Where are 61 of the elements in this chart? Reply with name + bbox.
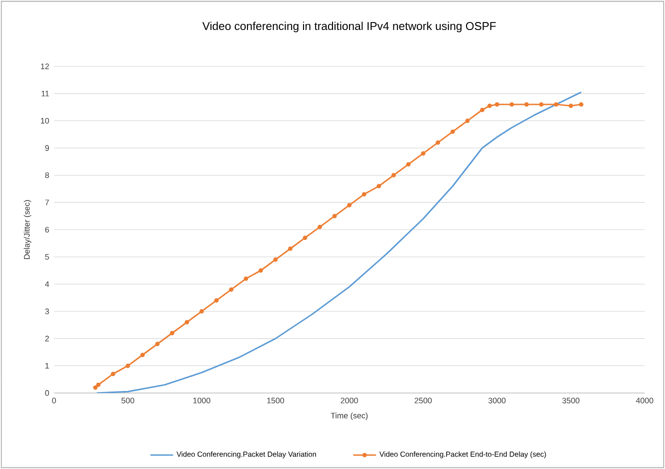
y-axis-title: Delay/Jitter (sec): [24, 200, 32, 260]
point: [110, 372, 116, 376]
point: [494, 102, 500, 107]
point: [318, 224, 322, 230]
y-tick-label: 6: [45, 226, 49, 233]
point: [578, 102, 584, 107]
y-tick-label: 3: [45, 308, 49, 314]
point: [126, 364, 130, 368]
y-tick-label: 4: [45, 281, 50, 287]
x-tick-label: 3500: [562, 398, 580, 404]
point: [480, 108, 484, 112]
point: [436, 140, 440, 145]
y-tick-label: 8: [45, 172, 49, 178]
point: [244, 276, 248, 281]
point: [258, 268, 263, 273]
point: [450, 129, 455, 134]
x-tick-label: 2000: [340, 398, 358, 404]
point: [568, 104, 574, 108]
point: [288, 246, 292, 251]
point: [93, 385, 98, 390]
y-tick-label: 5: [45, 254, 49, 260]
x-tick-label: 4000: [636, 398, 654, 404]
y-tick-label: 10: [41, 118, 49, 124]
point: [376, 184, 382, 188]
y-tick-label: 11: [42, 90, 49, 96]
chart-title: Video conferencing in traditional IPv4 network using OSPF: [202, 22, 496, 32]
point: [406, 162, 411, 167]
point: [199, 309, 204, 314]
point: [302, 236, 308, 240]
point: [362, 192, 366, 196]
y-tick-label: 1: [45, 363, 49, 369]
point: [214, 298, 219, 303]
point: [487, 104, 492, 108]
point: [140, 352, 145, 358]
y-tick-label: 0: [45, 390, 49, 396]
point: [539, 102, 544, 107]
y-tick-label: 12: [41, 64, 49, 70]
point: [347, 202, 352, 208]
point: [273, 257, 278, 262]
x-tick-label: 1500: [267, 398, 284, 404]
x-tick-label: 3000: [488, 398, 506, 404]
point: [465, 118, 470, 123]
point: [510, 102, 514, 107]
y-tick-label: 9: [45, 145, 49, 151]
point: [332, 214, 337, 218]
point: [554, 102, 558, 107]
point: [420, 151, 426, 156]
point: [96, 382, 101, 388]
point: [228, 287, 234, 292]
x-tick-label: 1000: [193, 398, 210, 404]
point: [155, 342, 160, 346]
x-axis-title: Time (sec): [330, 412, 368, 420]
point: [524, 102, 529, 107]
x-tick-label: 500: [121, 398, 134, 404]
point: [391, 173, 396, 178]
point: [184, 320, 190, 324]
x-tick-label: 0: [52, 398, 56, 404]
x-tick-label: 2500: [414, 398, 432, 404]
y-tick-label: 2: [45, 336, 49, 342]
point: [170, 330, 174, 336]
y-tick-label: 7: [45, 200, 49, 206]
